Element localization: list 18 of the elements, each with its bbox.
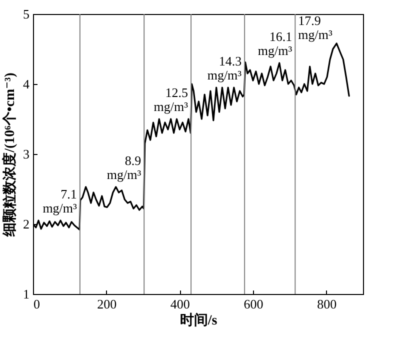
annotation: 14.3 mg/m³	[207, 54, 242, 82]
annotation: 12.5 mg/m³	[154, 85, 188, 114]
annotation: 16.1 mg/m³	[258, 29, 292, 58]
x-tick-label: 400	[170, 296, 190, 312]
x-tick-label: 200	[97, 296, 117, 312]
x-tick-label: 0	[34, 296, 40, 312]
y-tick-label: 4	[23, 76, 30, 92]
y-tick-label: 5	[23, 6, 30, 22]
annotation: 17.9 mg/m³	[298, 13, 332, 42]
y-axis-title: 细颗粒数浓度/(10⁶个•cm⁻³)	[1, 72, 18, 238]
y-tick-label: 1	[23, 286, 30, 302]
y-tick-label: 3	[23, 146, 30, 162]
x-tick-label: 600	[244, 296, 264, 312]
y-tick-label: 2	[23, 216, 30, 232]
annotation: 8.9 mg/m³	[106, 152, 142, 182]
x-axis-title: 时间/s	[180, 312, 218, 328]
x-tick-label: 800	[317, 296, 337, 312]
annotation: 7.1 mg/m³	[42, 186, 78, 216]
